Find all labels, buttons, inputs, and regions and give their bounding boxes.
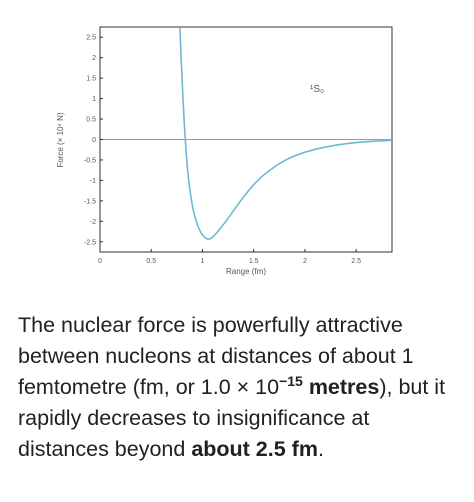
- x-axis-label: Range (fm): [226, 267, 266, 276]
- y-tick-label: 2: [92, 55, 96, 62]
- chart-svg: 0 0.5 1 1.5 2 2.5 2.5 2 1.5 1 0.5 0 -0.5 -1 -1.5 -2 -2.…: [56, 26, 393, 276]
- x-tick-label: 1.5: [249, 258, 259, 265]
- y-tick-label: 0.5: [86, 117, 96, 124]
- y-axis-label: Force (× 10⁴ N): [56, 112, 65, 168]
- x-tick-label: 0: [98, 258, 102, 265]
- y-tick-label: -2: [90, 219, 96, 226]
- y-axis-ticks: 2.5 2 1.5 1 0.5 0 -0.5 -1 -1.5 -2 -2.5: [84, 35, 103, 246]
- force-curve: [179, 26, 393, 240]
- caption-bold-metres: metres: [302, 375, 380, 399]
- caption-part-1: The nuclear force is powerfully attracti…: [18, 313, 414, 399]
- x-axis-ticks: 0 0.5 1 1.5 2 2.5: [98, 249, 361, 265]
- x-tick-label: 2: [303, 258, 307, 265]
- caption-part-2: ), but it rapidly decreases to insignifi…: [18, 375, 446, 461]
- y-tick-label: -0.5: [84, 157, 96, 164]
- y-tick-label: 0: [92, 137, 96, 144]
- y-tick-label: 1: [92, 96, 96, 103]
- y-tick-label: 1.5: [86, 76, 96, 83]
- annotation-label: ¹S₀: [310, 84, 324, 95]
- caption-part-3: .: [317, 437, 324, 461]
- x-tick-label: 2.5: [351, 258, 361, 265]
- force-range-chart: 0 0.5 1 1.5 2 2.5 2.5 2 1.5 1 0.5 0 -0.5 -1 -1.5 -2 -2.…: [56, 26, 393, 276]
- caption-text: The nuclear force is powerfully attracti…: [18, 310, 464, 465]
- x-tick-label: 0.5: [146, 258, 156, 265]
- y-tick-label: 2.5: [86, 35, 96, 42]
- y-tick-label: -2.5: [84, 239, 96, 246]
- y-tick-label: -1.5: [84, 198, 96, 205]
- y-tick-label: -1: [90, 178, 96, 185]
- caption-exponent: −15: [279, 373, 303, 389]
- caption-bold-distance: about 2.5 fm: [191, 437, 318, 461]
- x-tick-label: 1: [201, 258, 205, 265]
